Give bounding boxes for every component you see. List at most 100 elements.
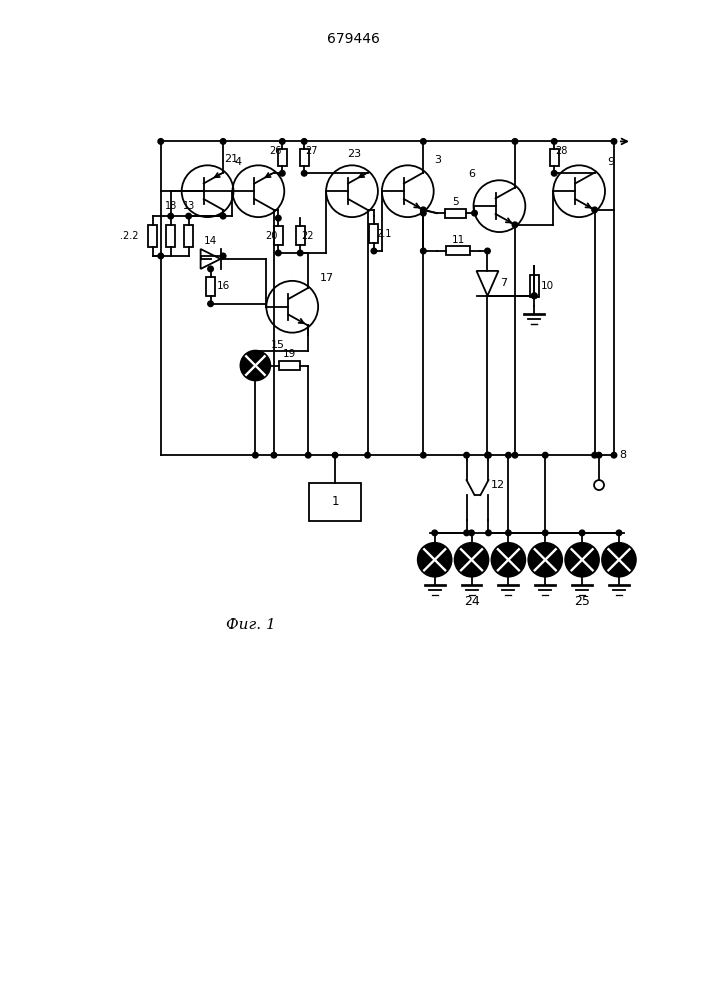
Circle shape [512,139,518,144]
Circle shape [596,452,602,458]
Text: 5: 5 [452,197,459,207]
Circle shape [464,530,469,536]
Circle shape [421,210,426,216]
Circle shape [221,213,226,219]
Circle shape [158,253,163,259]
Text: Фиг. 1: Фиг. 1 [226,618,275,632]
Bar [279,361,300,370]
Circle shape [551,139,557,144]
Bar [445,209,466,218]
Text: 14: 14 [204,236,217,246]
Circle shape [592,452,597,458]
Bar [166,225,175,247]
Text: 28: 28 [555,146,568,156]
Text: 4: 4 [235,157,242,167]
Circle shape [617,530,621,536]
Bar [296,226,305,245]
Circle shape [486,452,491,458]
Circle shape [240,351,270,380]
Circle shape [532,293,537,299]
Circle shape [592,207,597,213]
Circle shape [305,452,311,458]
Circle shape [542,452,548,458]
Bar [370,224,378,243]
Circle shape [186,213,192,219]
Circle shape [208,266,214,272]
Circle shape [506,530,511,536]
Circle shape [271,452,276,458]
Circle shape [485,452,490,458]
Bar [530,275,539,297]
Circle shape [221,253,226,259]
Bar [148,225,157,247]
Circle shape [455,543,489,577]
Text: 7: 7 [501,278,508,288]
Text: 3: 3 [435,155,442,165]
Circle shape [418,543,452,577]
Circle shape [565,543,599,577]
Circle shape [298,250,303,256]
Circle shape [532,293,537,299]
Circle shape [279,139,285,144]
Text: 25: 25 [574,595,590,608]
Text: 679446: 679446 [327,32,380,46]
Text: 9: 9 [607,157,614,167]
Bar [446,246,470,255]
Text: 16: 16 [217,281,230,291]
Text: 20: 20 [265,231,277,241]
Circle shape [421,207,426,213]
Text: 12: 12 [491,480,505,490]
Circle shape [512,222,518,228]
Text: 26: 26 [269,146,281,156]
Circle shape [506,452,511,458]
Circle shape [472,210,477,216]
Text: 18: 18 [165,201,177,211]
Circle shape [611,452,617,458]
Text: 2.1: 2.1 [376,229,391,239]
Circle shape [542,530,548,536]
Text: 24: 24 [464,595,479,608]
Circle shape [486,530,491,536]
Circle shape [469,530,474,536]
Circle shape [491,543,525,577]
Circle shape [168,213,173,219]
Circle shape [301,139,307,144]
Circle shape [432,530,438,536]
Circle shape [464,452,469,458]
Text: 8: 8 [619,450,626,460]
Circle shape [301,170,307,176]
Circle shape [611,139,617,144]
Text: 23: 23 [347,149,361,159]
Circle shape [279,170,285,176]
Bar [274,226,283,245]
Text: 6: 6 [469,169,476,179]
Text: 10: 10 [541,281,554,291]
Circle shape [421,139,426,144]
Circle shape [579,530,585,536]
Circle shape [485,248,490,254]
Bar [550,149,559,166]
Circle shape [276,250,281,256]
Circle shape [221,139,226,144]
Text: 11: 11 [452,235,464,245]
Circle shape [602,543,636,577]
Text: .2.2: .2.2 [120,231,139,241]
Circle shape [421,452,426,458]
Circle shape [512,452,518,458]
Bar [300,149,309,166]
Text: 27: 27 [305,146,317,156]
Circle shape [332,452,338,458]
Circle shape [208,301,214,307]
Bar [184,225,193,247]
Circle shape [551,170,557,176]
Text: 17: 17 [320,273,334,283]
Text: 22: 22 [301,231,314,241]
Circle shape [158,139,163,144]
Text: 13: 13 [182,201,194,211]
Text: 19: 19 [283,349,296,359]
Bar [278,149,287,166]
Circle shape [528,543,562,577]
Text: 21: 21 [225,154,239,164]
Text: 1: 1 [332,495,339,508]
Circle shape [421,248,426,254]
